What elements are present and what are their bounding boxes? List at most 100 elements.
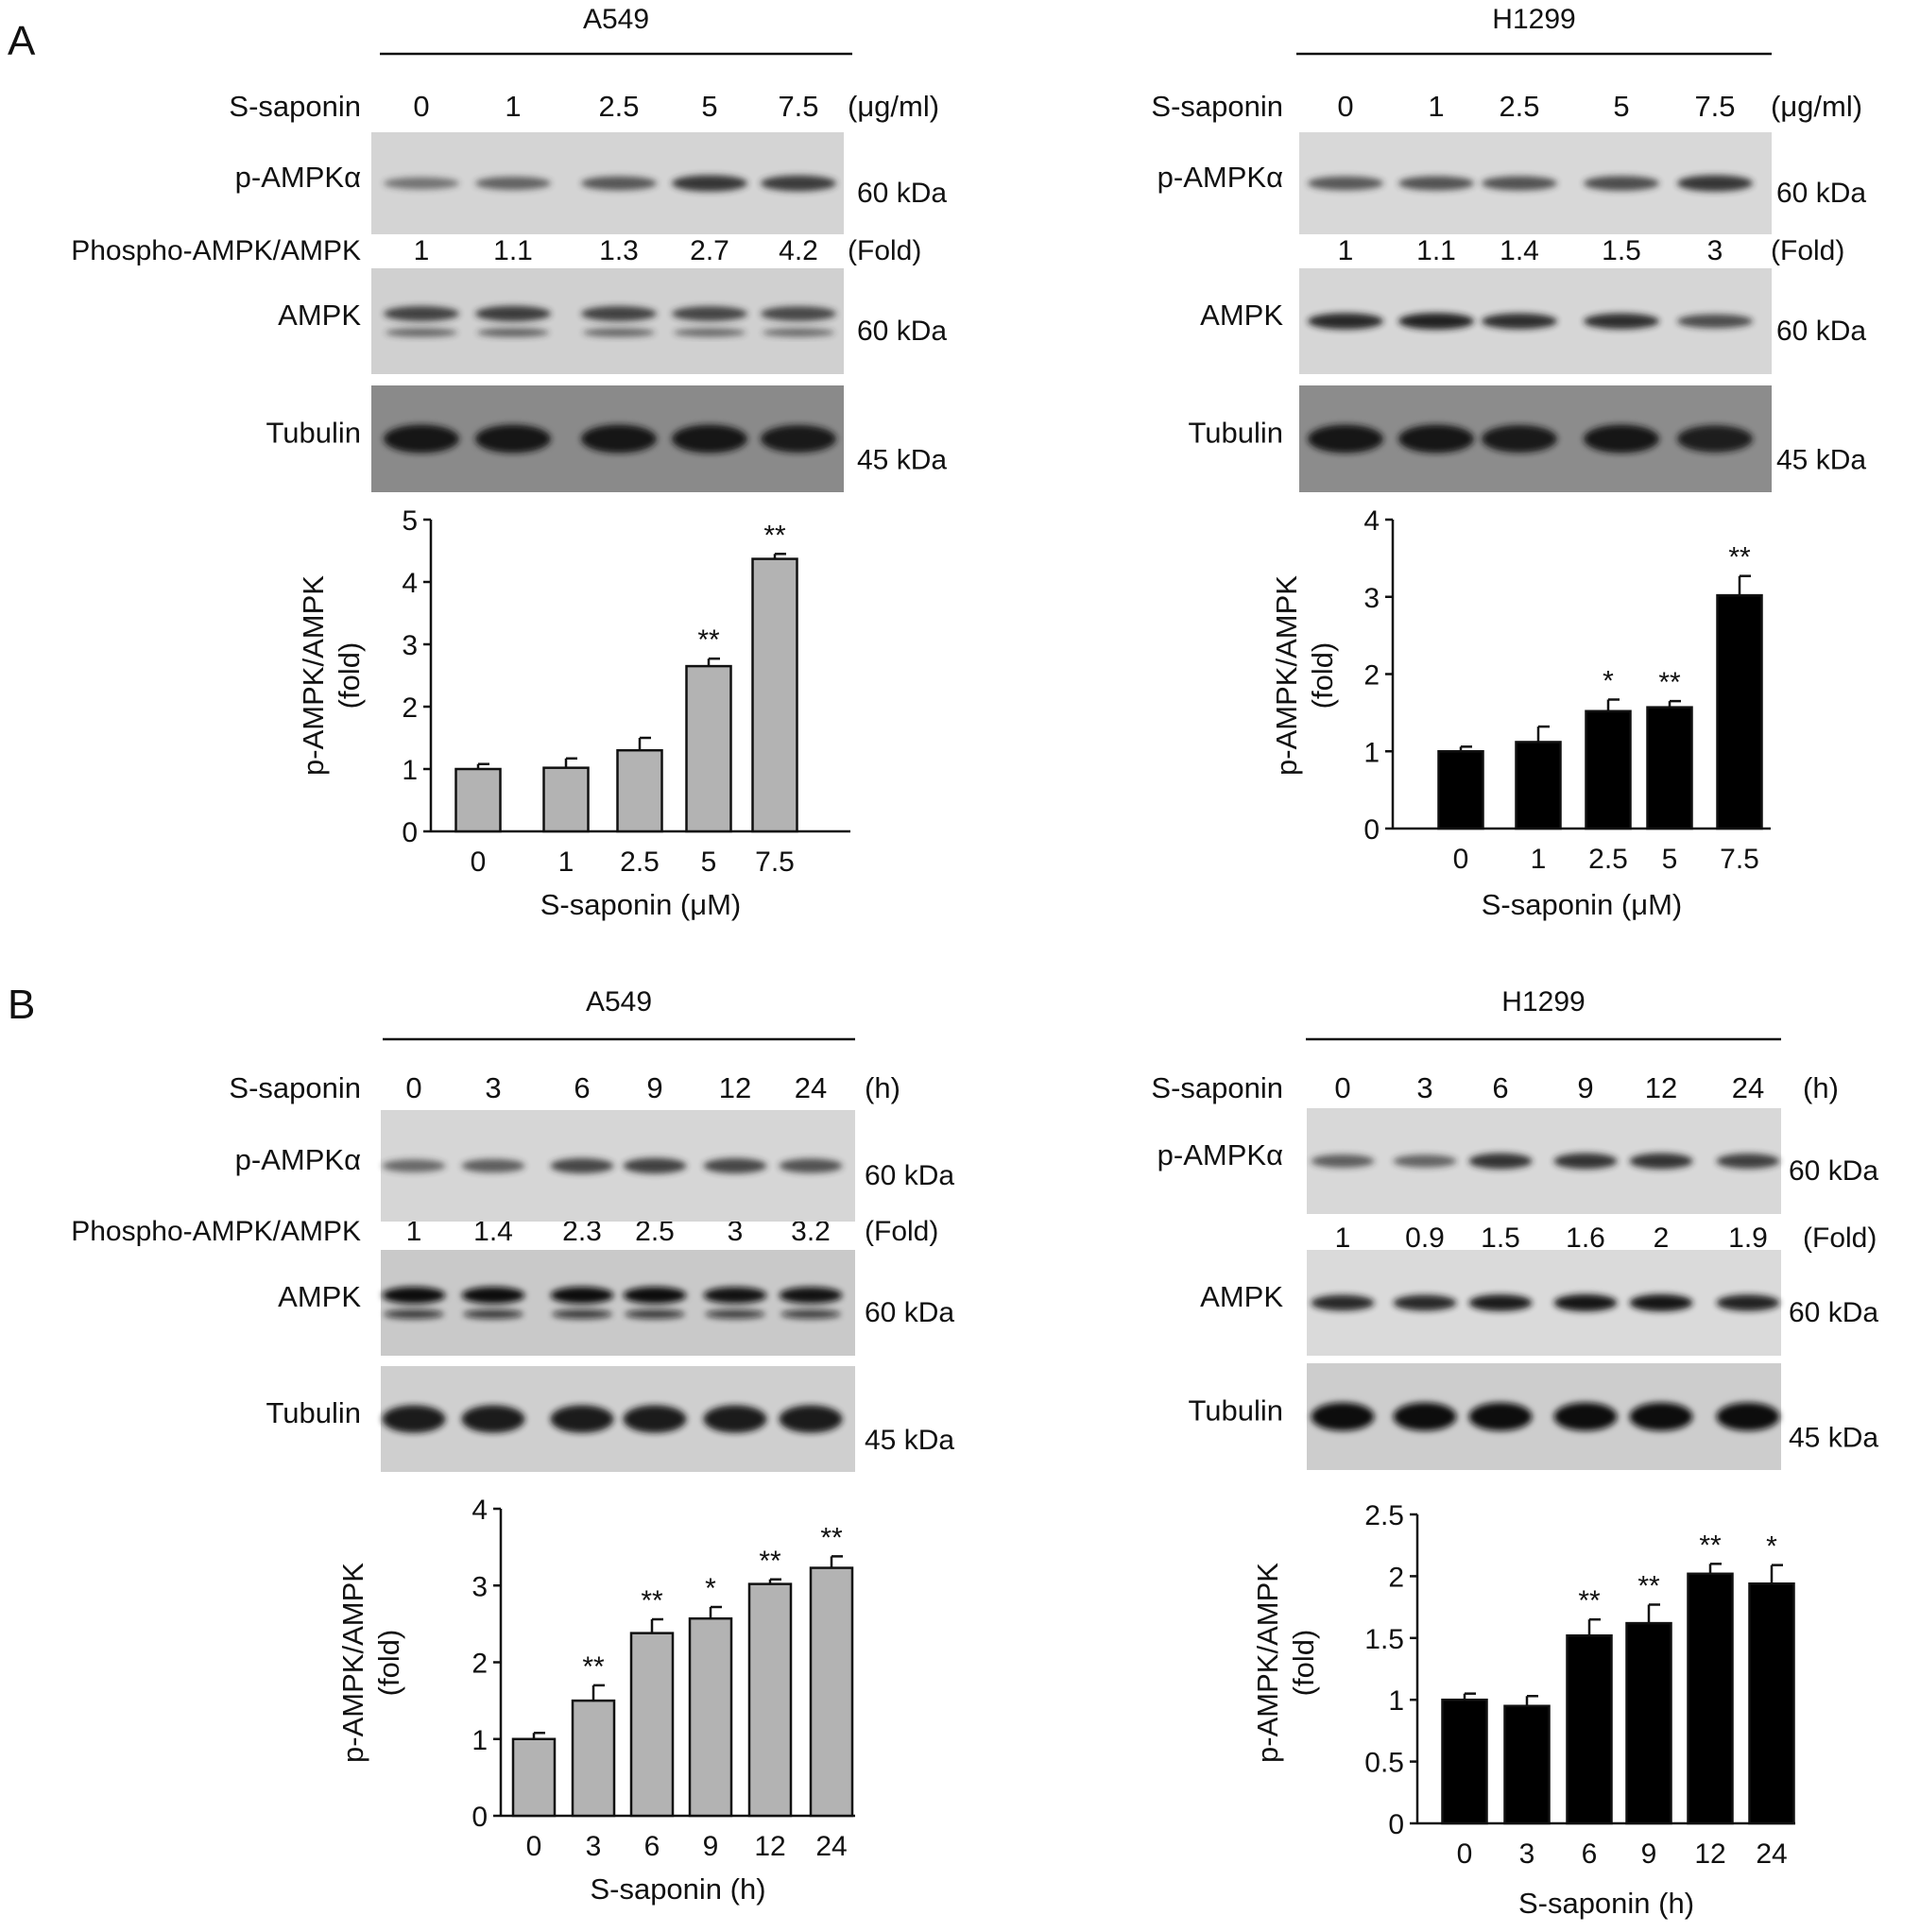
lane-label: 1 [1428,90,1444,123]
blot-row-ampk: AMPK 60 kDa [278,268,947,374]
kda-marker: 60 kDa [857,178,947,209]
bar [747,1582,793,1818]
ratio-label: Phospho-AMPK/AMPK [71,1216,361,1247]
x-tick-label: 0 [1453,844,1469,875]
bar [1625,1621,1672,1825]
band [550,1287,614,1304]
band [384,306,459,321]
gel-strip [1307,1250,1781,1356]
y-tick-label: 1 [1388,1685,1404,1717]
significance-mark: ** [820,1522,843,1553]
protein-label: p-AMPKα [235,161,361,194]
band [1629,1153,1693,1170]
band [1311,1154,1375,1168]
y-tick-label: 4 [402,568,418,599]
band [1468,1402,1533,1431]
lane-unit: (μg/ml) [1771,90,1862,123]
band [384,424,459,453]
x-tick-label: 3 [586,1831,602,1862]
ratio-value: 3 [728,1216,744,1247]
band [475,177,551,190]
bar [1687,1572,1734,1825]
band [1482,424,1557,453]
y-axis-label: p-AMPK/AMPK (fold) [1270,575,1339,776]
panel-letter-b: B [8,982,35,1028]
x-tick-label: 5 [1662,844,1678,875]
protein-label: AMPK [1200,1280,1283,1313]
y-axis-label-line1: p-AMPK/AMPK [297,575,330,776]
x-tick-label: 12 [754,1831,785,1862]
y-tick-label: 4 [471,1495,488,1526]
band [1677,314,1753,329]
x-tick-label: 7.5 [755,846,795,878]
x-axis-label: S-saponin (h) [590,1872,765,1906]
gel-strip [371,268,844,374]
bar [629,1632,675,1818]
significance-mark: ** [1578,1585,1601,1616]
protein-label: p-AMPKα [235,1143,361,1176]
protein-label: Tubulin [266,1396,361,1429]
lane-unit: (h) [1803,1071,1839,1104]
y-tick-label: 3 [471,1571,488,1602]
y-axis-label-line2: (fold) [333,642,366,710]
band-lower [673,328,746,337]
significance-mark: ** [697,624,720,656]
y-axis-label: p-AMPK/AMPK (fold) [336,1563,405,1763]
ratio-value: 4.2 [779,235,818,266]
blot-row-tubulin: Tubulin 45 kDa [1188,1363,1878,1470]
lane-label: 12 [719,1071,751,1104]
lane-label: 6 [574,1071,590,1104]
bar [571,1699,616,1818]
ratio-value: 1 [1335,1222,1351,1254]
fold-label: (Fold) [865,1216,938,1247]
protein-label: AMPK [278,1280,361,1313]
significance-mark: ** [1699,1530,1722,1561]
significance-mark: ** [763,520,786,551]
protein-label: Tubulin [266,417,361,450]
bar [454,767,502,833]
gel-strip [381,1110,855,1222]
bar [1441,1698,1488,1825]
bar [1566,1633,1613,1825]
x-axis-label: S-saponin (h) [1518,1887,1694,1920]
y-tick-label: 0 [471,1802,488,1833]
y-tick-label: 2 [471,1649,488,1680]
band [623,1287,687,1304]
band [1393,1154,1457,1168]
blot-row-tubulin: Tubulin 45 kDa [1188,385,1866,492]
significance-mark: ** [582,1651,605,1683]
y-tick-label: 4 [1363,505,1380,537]
ratio-label: Phospho-AMPK/AMPK [71,235,361,266]
band [761,424,836,453]
band [1584,313,1659,330]
band [1398,176,1474,191]
x-tick-label: 0 [526,1831,542,1862]
band [1482,313,1557,330]
band [1677,175,1753,192]
y-tick-label: 2 [402,692,418,724]
ratio-value: 2 [1654,1222,1670,1254]
ratio-value: 1.1 [1416,235,1456,266]
cell-line-title: A549 [586,986,652,1017]
blot-row-ampk: AMPK 60 kDa [278,1250,954,1356]
x-tick-label: 9 [1641,1838,1657,1870]
y-tick-label: 0 [402,817,418,848]
bar [685,664,732,833]
kda-marker: 60 kDa [1789,1155,1878,1187]
protein-label: p-AMPKα [1157,1138,1283,1171]
bar-chart: 0 0.5 1 1.5 2 2.5 0 3 ** 6 ** 9 ** 12 * 24 S-saponin (h)… [1251,1500,1795,1920]
panel-a: A A549 S-saponin 0 1 2.5 5 7.5 (μg/ml) Phospho-A… [8,4,1866,921]
bar [809,1566,854,1818]
ratio-value: 1.4 [1500,235,1539,266]
band [461,1287,525,1304]
significance-mark: * [1766,1531,1777,1563]
significance-mark: ** [759,1546,781,1577]
band [475,424,551,453]
y-axis-label-line2: (fold) [372,1630,405,1697]
blot-row-tubulin: Tubulin 45 kDa [266,385,947,492]
bar [751,557,798,833]
kda-marker: 45 kDa [857,445,947,476]
band [623,1157,687,1174]
